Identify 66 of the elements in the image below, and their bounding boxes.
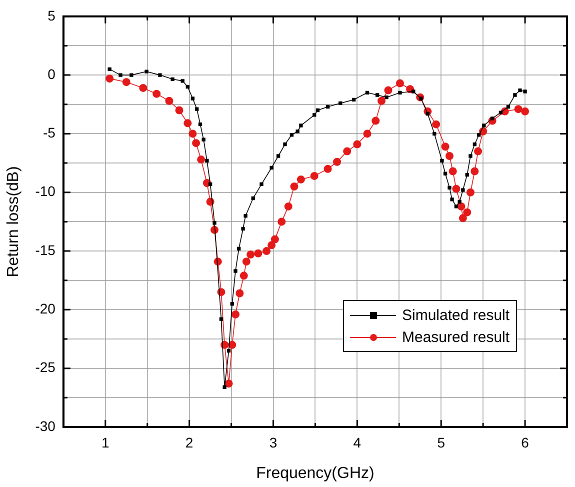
point: [466, 188, 474, 196]
point: [152, 90, 161, 98]
point: [184, 119, 192, 128]
y-tick-label: 5: [48, 7, 56, 24]
point: [242, 258, 250, 266]
point: [378, 96, 386, 105]
y-tick-label: -25: [35, 359, 56, 376]
point: [384, 86, 392, 94]
point: [452, 184, 460, 193]
point: [268, 241, 276, 250]
point: [514, 105, 522, 114]
point: [236, 289, 244, 298]
y-tick-label: -10: [35, 183, 56, 200]
point: [441, 142, 450, 151]
point: [470, 167, 479, 176]
point: [432, 120, 440, 128]
point: [343, 147, 352, 156]
point: [324, 164, 332, 173]
x-axis-title: Frequency(GHz): [256, 464, 374, 482]
point: [262, 247, 271, 256]
point: [175, 106, 184, 114]
point: [457, 202, 466, 210]
point: [270, 235, 279, 244]
point: [246, 250, 255, 259]
point: [192, 139, 200, 148]
point: [296, 175, 305, 184]
point: [446, 152, 454, 160]
point: [372, 116, 380, 125]
point: [474, 147, 482, 156]
x-tick-label: 2: [185, 434, 194, 450]
point: [310, 172, 318, 180]
point: [290, 182, 298, 191]
legend-label: Simulated result: [402, 306, 510, 324]
point: [278, 218, 286, 226]
point: [122, 78, 130, 86]
point: [228, 340, 236, 349]
y-tick-label: -20: [35, 300, 56, 317]
y-tick-label: -5: [42, 124, 56, 141]
y-axis-title: Return loss(dB): [5, 166, 22, 278]
legend-label: Measured result: [402, 328, 510, 346]
point: [188, 130, 197, 138]
y-tick-label: -15: [35, 242, 56, 258]
point: [284, 202, 292, 210]
point: [139, 84, 148, 92]
point: [353, 140, 362, 148]
y-tick-label: -30: [35, 418, 56, 434]
point: [463, 208, 472, 216]
point: [333, 158, 342, 166]
point: [254, 249, 262, 258]
point: [448, 167, 457, 176]
x-tick-label: 6: [521, 434, 530, 450]
x-tick-label: 3: [269, 434, 278, 450]
point: [231, 310, 240, 318]
point: [363, 130, 372, 138]
point: [396, 79, 404, 88]
point: [224, 380, 233, 388]
point: [458, 214, 467, 222]
point: [106, 74, 114, 83]
point: [165, 96, 174, 105]
point: [197, 156, 206, 164]
x-tick-label: 4: [353, 434, 362, 450]
y-tick-label: 0: [48, 66, 56, 82]
point: [521, 107, 530, 116]
point: [240, 272, 248, 280]
x-tick-label: 1: [102, 434, 110, 450]
x-tick-label: 5: [437, 434, 446, 450]
